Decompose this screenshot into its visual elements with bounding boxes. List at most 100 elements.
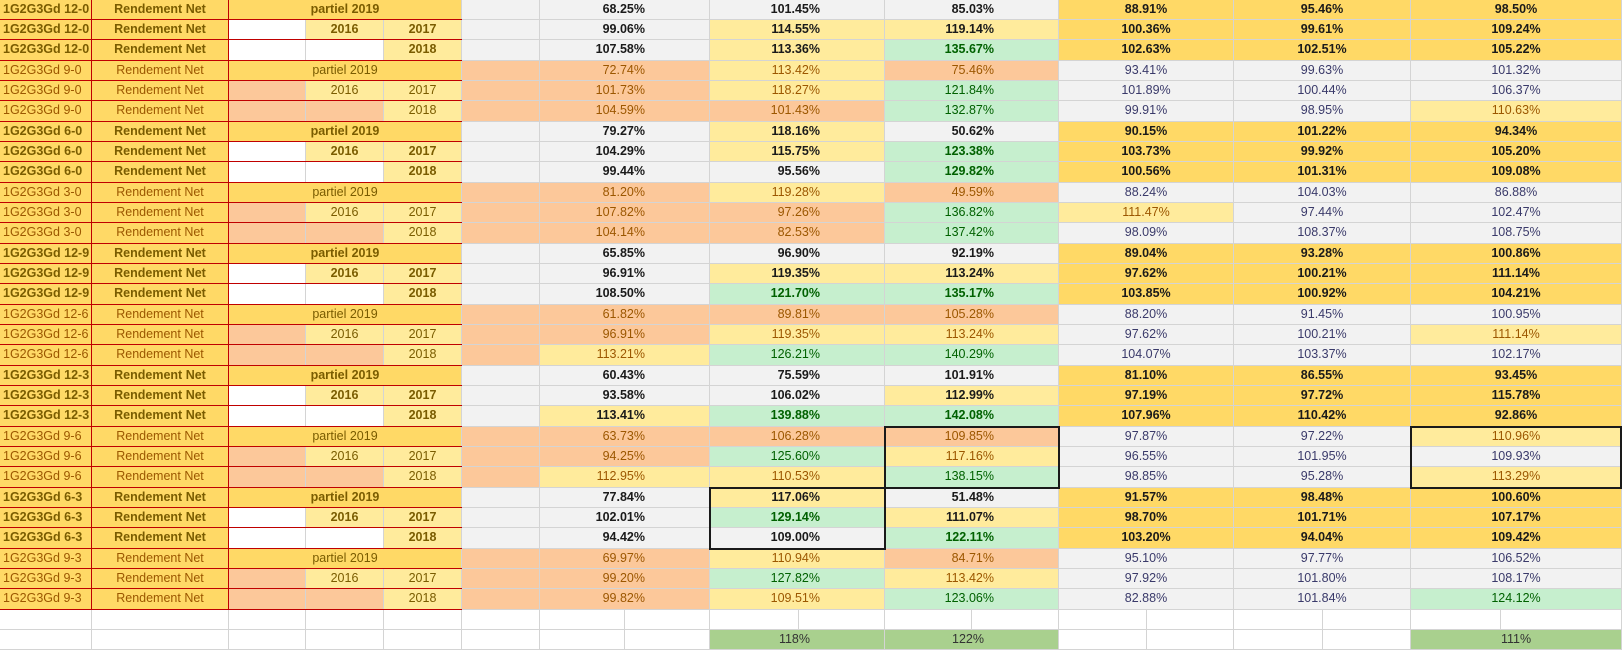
row-code-cell[interactable]: 1G2G3Gd 9-3 <box>0 589 92 610</box>
value-cell[interactable]: 97.92% <box>1059 569 1234 589</box>
value-cell[interactable]: 102.01% <box>540 508 710 528</box>
row-label-cell[interactable]: Rendement Net <box>92 528 229 549</box>
value-cell[interactable]: 97.22% <box>1234 427 1411 447</box>
spacer-cell[interactable] <box>462 447 540 467</box>
row-label-cell[interactable]: Rendement Net <box>92 0 229 20</box>
row-code-cell[interactable]: 1G2G3Gd 9-6 <box>0 447 92 467</box>
value-cell[interactable]: 96.91% <box>540 325 710 345</box>
value-cell[interactable]: 110.94% <box>710 549 885 569</box>
value-cell[interactable]: 88.91% <box>1059 0 1234 20</box>
value-cell[interactable]: 100.95% <box>1411 305 1622 325</box>
value-cell[interactable]: 102.63% <box>1059 40 1234 61</box>
period-cell[interactable]: partiel 2019 <box>229 0 462 20</box>
row-code-cell[interactable]: 1G2G3Gd 6-3 <box>0 528 92 549</box>
blank-cell[interactable] <box>229 325 306 345</box>
value-cell[interactable]: 113.42% <box>710 61 885 81</box>
value-cell[interactable]: 93.45% <box>1411 366 1622 386</box>
row-label-cell[interactable]: Rendement Net <box>92 366 229 386</box>
value-cell[interactable]: 118.27% <box>710 81 885 101</box>
spacer-cell[interactable] <box>462 40 540 61</box>
value-cell[interactable]: 113.24% <box>885 264 1059 284</box>
spacer-cell[interactable] <box>462 142 540 162</box>
row-label-cell[interactable]: Rendement Net <box>92 488 229 508</box>
value-cell[interactable]: 77.84% <box>540 488 710 508</box>
value-cell[interactable]: 85.03% <box>885 0 1059 20</box>
empty-cell[interactable] <box>229 630 306 650</box>
value-cell[interactable]: 104.14% <box>540 223 710 244</box>
empty-cell[interactable] <box>0 630 92 650</box>
spacer-cell[interactable] <box>462 223 540 244</box>
value-cell[interactable]: 99.92% <box>1234 142 1411 162</box>
value-cell[interactable]: 99.82% <box>540 589 710 610</box>
value-cell[interactable]: 104.59% <box>540 101 710 122</box>
empty-cell[interactable] <box>462 610 540 630</box>
value-cell[interactable]: 113.36% <box>710 40 885 61</box>
blank-cell[interactable] <box>229 101 306 122</box>
value-cell[interactable]: 65.85% <box>540 244 710 264</box>
blank-cell[interactable] <box>229 386 306 406</box>
row-code-cell[interactable]: 1G2G3Gd 9-3 <box>0 549 92 569</box>
empty-cell[interactable] <box>384 610 462 630</box>
value-cell[interactable]: 68.25% <box>540 0 710 20</box>
year-start-cell[interactable]: 2016 <box>306 81 384 101</box>
period-cell[interactable]: partiel 2019 <box>229 366 462 386</box>
row-code-cell[interactable]: 1G2G3Gd 9-6 <box>0 427 92 447</box>
value-cell[interactable]: 122.11% <box>885 528 1059 549</box>
empty-cell[interactable] <box>1323 630 1411 650</box>
blank-cell[interactable] <box>229 508 306 528</box>
year-start-cell[interactable] <box>306 467 384 488</box>
value-cell[interactable]: 113.29% <box>1411 467 1622 488</box>
row-code-cell[interactable]: 1G2G3Gd 6-0 <box>0 162 92 183</box>
year-end-cell[interactable]: 2017 <box>384 508 462 528</box>
year-start-cell[interactable] <box>306 345 384 366</box>
value-cell[interactable]: 107.17% <box>1411 508 1622 528</box>
row-code-cell[interactable]: 1G2G3Gd 12-3 <box>0 386 92 406</box>
row-label-cell[interactable]: Rendement Net <box>92 325 229 345</box>
year-start-cell[interactable]: 2016 <box>306 203 384 223</box>
empty-cell[interactable] <box>625 630 710 650</box>
value-cell[interactable]: 106.37% <box>1411 81 1622 101</box>
value-cell[interactable]: 125.60% <box>710 447 885 467</box>
value-cell[interactable]: 107.96% <box>1059 406 1234 427</box>
value-cell[interactable]: 111.47% <box>1059 203 1234 223</box>
total-col3-cell[interactable]: 122% <box>885 630 1059 650</box>
blank-cell[interactable] <box>229 406 306 427</box>
value-cell[interactable]: 100.56% <box>1059 162 1234 183</box>
value-cell[interactable]: 101.71% <box>1234 508 1411 528</box>
row-code-cell[interactable]: 1G2G3Gd 12-9 <box>0 284 92 305</box>
value-cell[interactable]: 98.70% <box>1059 508 1234 528</box>
value-cell[interactable]: 109.42% <box>1411 528 1622 549</box>
value-cell[interactable]: 117.06% <box>710 488 885 508</box>
year-end-cell[interactable]: 2017 <box>384 142 462 162</box>
year-end-cell[interactable]: 2017 <box>384 386 462 406</box>
spacer-cell[interactable] <box>462 101 540 122</box>
value-cell[interactable]: 94.42% <box>540 528 710 549</box>
value-cell[interactable]: 119.14% <box>885 20 1059 40</box>
value-cell[interactable]: 113.41% <box>540 406 710 427</box>
empty-cell[interactable] <box>0 610 92 630</box>
value-cell[interactable]: 99.91% <box>1059 101 1234 122</box>
year-start-cell[interactable]: 2016 <box>306 508 384 528</box>
value-cell[interactable]: 51.48% <box>885 488 1059 508</box>
year-start-cell[interactable] <box>306 101 384 122</box>
value-cell[interactable]: 106.52% <box>1411 549 1622 569</box>
spacer-cell[interactable] <box>462 345 540 366</box>
value-cell[interactable]: 137.42% <box>885 223 1059 244</box>
value-cell[interactable]: 86.88% <box>1411 183 1622 203</box>
value-cell[interactable]: 99.44% <box>540 162 710 183</box>
value-cell[interactable]: 102.17% <box>1411 345 1622 366</box>
value-cell[interactable]: 114.55% <box>710 20 885 40</box>
row-code-cell[interactable]: 1G2G3Gd 9-6 <box>0 467 92 488</box>
year-start-cell[interactable] <box>306 589 384 610</box>
value-cell[interactable]: 113.21% <box>540 345 710 366</box>
row-code-cell[interactable]: 1G2G3Gd 6-3 <box>0 508 92 528</box>
row-label-cell[interactable]: Rendement Net <box>92 427 229 447</box>
row-code-cell[interactable]: 1G2G3Gd 12-0 <box>0 0 92 20</box>
empty-cell[interactable] <box>540 610 625 630</box>
value-cell[interactable]: 103.85% <box>1059 284 1234 305</box>
value-cell[interactable]: 126.21% <box>710 345 885 366</box>
row-label-cell[interactable]: Rendement Net <box>92 20 229 40</box>
value-cell[interactable]: 103.37% <box>1234 345 1411 366</box>
year-end-cell[interactable]: 2018 <box>384 284 462 305</box>
value-cell[interactable]: 127.82% <box>710 569 885 589</box>
